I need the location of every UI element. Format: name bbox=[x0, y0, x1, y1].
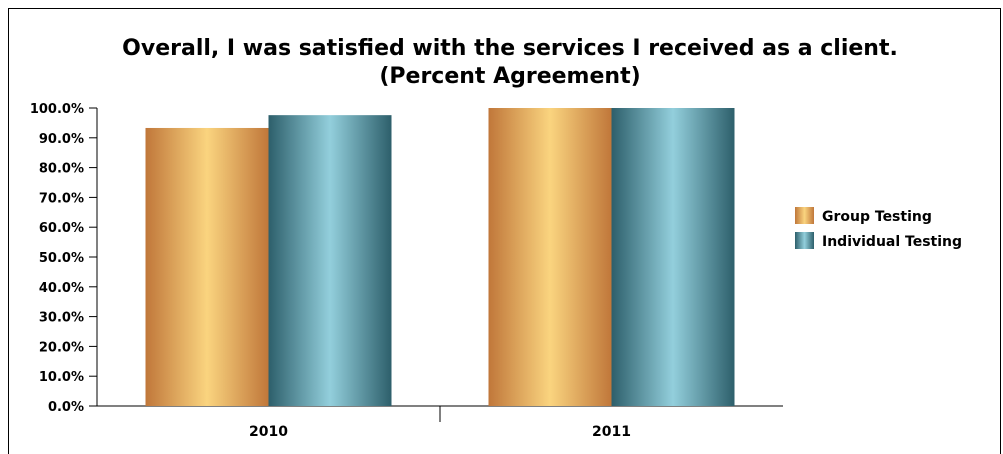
bar-group-testing-2010 bbox=[145, 127, 269, 406]
y-tick-label: 60.0% bbox=[39, 221, 84, 236]
bar-individual-testing-2011 bbox=[611, 108, 735, 406]
y-tick-label: 0.0% bbox=[48, 400, 84, 415]
x-axis: 2010 2011 bbox=[97, 405, 783, 440]
legend-swatch bbox=[795, 232, 814, 249]
bar-group-testing-2011 bbox=[488, 108, 612, 406]
y-tick-label: 40.0% bbox=[39, 281, 84, 296]
y-tick-label: 70.0% bbox=[39, 191, 84, 206]
y-tick-label: 10.0% bbox=[39, 370, 84, 385]
y-tick-label: 80.0% bbox=[39, 162, 84, 177]
x-tick-label: 2010 bbox=[249, 424, 288, 440]
y-tick-label: 90.0% bbox=[39, 132, 84, 147]
legend-label: Individual Testing bbox=[822, 234, 962, 250]
y-tick-label: 50.0% bbox=[39, 251, 84, 266]
chart-subtitle: (Percent Agreement) bbox=[379, 64, 640, 89]
legend-label: Group Testing bbox=[822, 209, 932, 225]
legend-swatch bbox=[795, 207, 814, 224]
chart-title: Overall, I was satisfied with the servic… bbox=[122, 36, 898, 61]
y-axis: 0.0% 10.0% 20.0% 30.0% 40.0% 50.0% 60.0% 70.0% 8… bbox=[30, 102, 98, 415]
y-tick-label: 30.0% bbox=[39, 311, 84, 326]
y-tick-label: 20.0% bbox=[39, 340, 84, 355]
bar-individual-testing-2010 bbox=[268, 115, 392, 406]
x-tick-label: 2011 bbox=[592, 424, 631, 440]
y-tick-label: 100.0% bbox=[30, 102, 84, 117]
bars bbox=[145, 108, 735, 406]
legend: Group Testing Individual Testing bbox=[795, 207, 962, 250]
